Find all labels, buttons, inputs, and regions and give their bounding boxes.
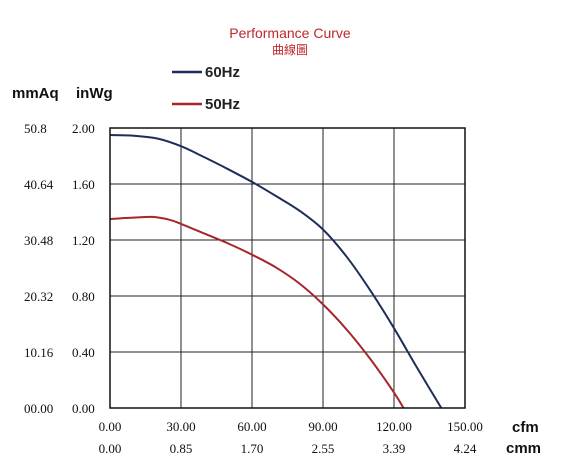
- series-line-60hz: [109, 134, 443, 409]
- x-tick-cmm: 3.39: [383, 441, 406, 456]
- y-tick-inwg: 0.80: [72, 289, 95, 304]
- y-unit-mmaq: mmAq: [12, 85, 59, 102]
- y-tick-mmaq: 10.16: [24, 345, 54, 360]
- y-tick-inwg: 2.00: [72, 121, 95, 136]
- chart-subtitle: 曲線圖: [272, 42, 308, 57]
- y-tick-inwg: 0.40: [72, 345, 95, 360]
- legend-label-60hz: 60Hz: [205, 64, 240, 81]
- x-tick-cfm: 60.00: [237, 419, 266, 434]
- x-tick-cmm: 0.85: [170, 441, 193, 456]
- y-tick-inwg: 1.60: [72, 177, 95, 192]
- plot-frame: [109, 127, 466, 409]
- y-tick-inwg: 0.00: [72, 401, 95, 416]
- y-tick-mmaq: 50.8: [24, 121, 47, 136]
- series-line-50hz: [109, 215, 405, 409]
- x-tick-cfm: 30.00: [166, 419, 195, 434]
- x-tick-cfm: 150.00: [447, 419, 483, 434]
- y-tick-mmaq: 00.00: [24, 401, 53, 416]
- y-tick-mmaq: 40.64: [24, 177, 54, 192]
- x-tick-cmm: 0.00: [99, 441, 122, 456]
- x-tick-cfm: 0.00: [99, 419, 122, 434]
- x-tick-cmm: 4.24: [454, 441, 477, 456]
- y-tick-mmaq: 20.32: [24, 289, 53, 304]
- x-tick-cfm: 120.00: [376, 419, 412, 434]
- x-unit-cmm: cmm: [506, 440, 541, 457]
- chart-title: Performance Curve: [229, 25, 351, 41]
- y-tick-inwg: 1.20: [72, 233, 95, 248]
- y-tick-labels: 0.00 0.40 0.80 1.20 1.60 2.00 00.00 10.16 20.32 3…: [24, 121, 95, 416]
- series-lines: [109, 134, 443, 409]
- x-tick-cmm: 1.70: [241, 441, 264, 456]
- y-unit-inwg: inWg: [76, 85, 113, 102]
- x-tick-labels: 0.00 30.00 60.00 90.00 120.00 150.00 0.00 0.85 1…: [99, 419, 483, 456]
- y-tick-mmaq: 30.48: [24, 233, 53, 248]
- x-unit-cfm: cfm: [512, 419, 539, 436]
- x-tick-cfm: 90.00: [308, 419, 337, 434]
- legend-label-50hz: 50Hz: [205, 96, 240, 113]
- legend: 60Hz 50Hz: [172, 64, 240, 113]
- x-tick-cmm: 2.55: [312, 441, 335, 456]
- grid: [110, 128, 465, 408]
